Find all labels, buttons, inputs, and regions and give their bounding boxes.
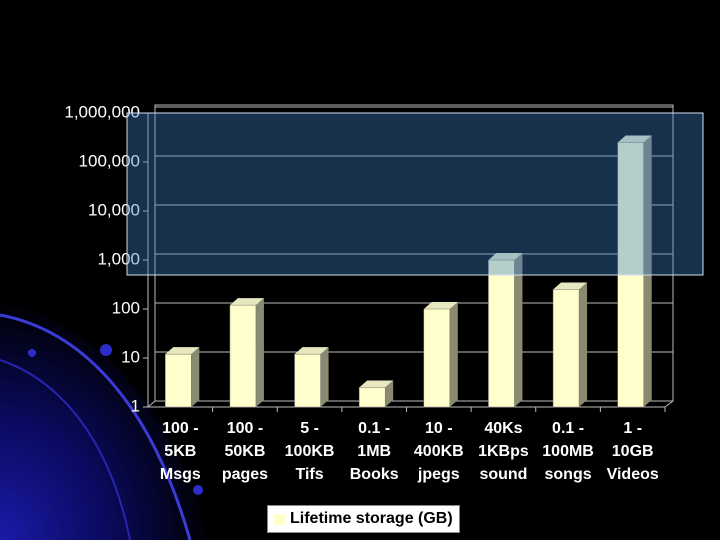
x-tick-label: 40Ks 1KBps sound xyxy=(478,420,529,483)
bar-top xyxy=(488,253,523,260)
highlight-box xyxy=(126,112,704,276)
y-tick-label: 10 xyxy=(121,347,140,366)
y-tick-label: 100,000 xyxy=(79,151,140,170)
bar xyxy=(488,259,515,408)
bar-top xyxy=(617,135,652,143)
bar-side xyxy=(191,347,200,407)
bar-side xyxy=(449,302,458,407)
y-tick-label: 1,000,000 xyxy=(64,102,140,121)
x-tick-label: 5 - 100KB Tifs xyxy=(284,420,335,483)
legend: Lifetime storage (GB) xyxy=(267,505,460,533)
legend-label: Lifetime storage (GB) xyxy=(290,510,453,527)
x-tick-label: 100 - 5KB Msgs xyxy=(159,420,201,483)
bar-top xyxy=(229,298,264,306)
bar-top xyxy=(165,347,200,355)
bar-side xyxy=(385,380,394,407)
bar xyxy=(165,353,192,408)
bar xyxy=(552,289,580,408)
bar-side xyxy=(255,298,264,407)
x-tick-label: 100 - 50KB pages xyxy=(221,420,269,483)
bar xyxy=(358,387,386,408)
bar-side xyxy=(579,282,588,407)
y-tick-label: 100 xyxy=(112,298,140,317)
bar-top xyxy=(553,282,588,290)
bar-side xyxy=(320,347,329,407)
bar xyxy=(294,353,321,408)
y-tick-label: 1 xyxy=(131,396,140,415)
x-tick-label: 0.1 - 100MB songs xyxy=(542,420,594,483)
legend-swatch xyxy=(274,513,285,525)
bar xyxy=(423,308,451,408)
bar-top xyxy=(359,380,394,388)
y-tick-label: 1,000 xyxy=(97,249,140,268)
bar xyxy=(229,304,257,408)
bar-side xyxy=(514,253,523,407)
x-tick-label: 10 - 400KB jpegs xyxy=(413,420,464,483)
x-tick-label: 0.1 - 1MB Books xyxy=(349,420,399,483)
background-swirl xyxy=(0,300,210,540)
bar-side xyxy=(643,135,652,407)
bar-top xyxy=(294,347,329,355)
bar-top xyxy=(423,302,458,309)
floor-edge xyxy=(147,400,674,408)
x-tick-label: 1 - 10GB Videos xyxy=(606,420,659,483)
